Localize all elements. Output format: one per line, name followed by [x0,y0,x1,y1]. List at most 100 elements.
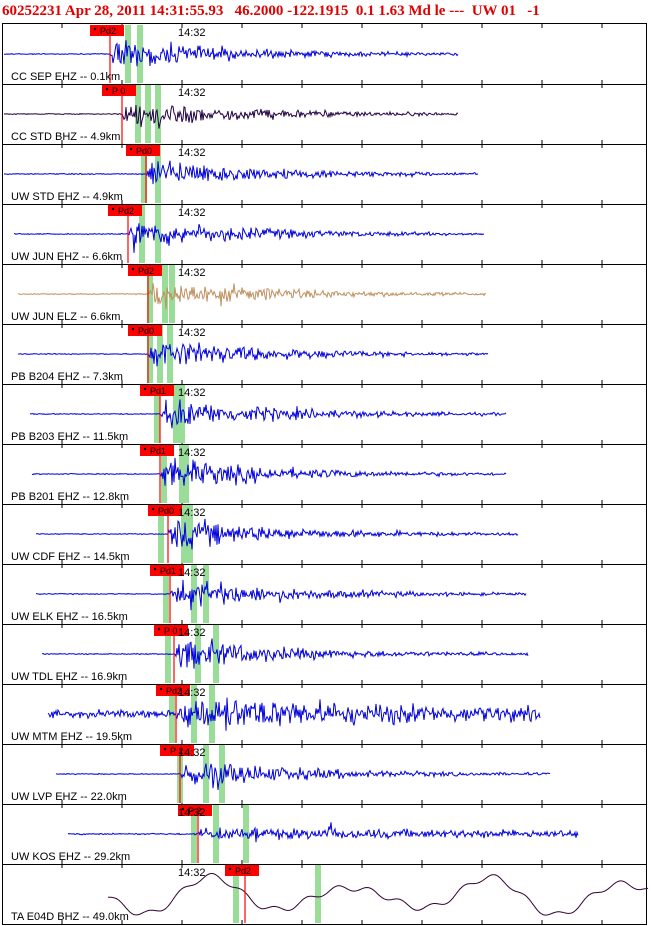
pick-flag[interactable] [140,445,174,456]
waveform-trace [31,457,507,486]
trace-row[interactable]: P 0 14:32 CC STD BHZ -- 4.9km [3,84,646,144]
pick-flag[interactable] [126,145,160,156]
trace-row[interactable]: P 0 14:32 UW TDL EHZ -- 16.9km [3,624,646,684]
station-label: CC STD BHZ -- 4.9km [11,131,120,143]
pick-flag[interactable] [128,325,162,336]
pick-label: Pd0 [136,146,152,156]
phase-window-marker [233,865,239,923]
pick-flag[interactable] [178,805,212,816]
time-mark-label: 14:32 [178,207,206,219]
pick-flag-dot [151,507,155,511]
station-label: UW MTM EHZ -- 19.5km [11,731,132,743]
pick-label: Pd2 [118,206,134,216]
phase-window-marker [203,745,209,803]
trace-row[interactable]: Pd1 14:32 UW ELK EHZ -- 16.5km [3,564,646,624]
pick-flag-dot [143,387,147,391]
phase-window-marker [139,205,145,263]
trace-row[interactable]: Pd0 14:32 UW CDF EHZ -- 14.5km [3,504,646,564]
pick-label: P 2 [170,746,183,756]
pick-flag-dot [131,327,135,331]
station-label: PB B204 EHZ -- 7.3km [11,371,123,383]
pick-flag[interactable] [148,505,182,516]
waveform-trace [55,763,551,790]
pick-label: Pd0 [138,326,154,336]
time-mark-label: 14:32 [178,507,206,519]
pick-flag[interactable] [156,685,190,696]
pick-flag-dot [163,747,167,751]
time-mark-label: 14:32 [178,807,206,819]
pick-flag-dot [181,807,185,811]
waveform-trace [67,822,579,843]
pick-flag[interactable] [150,565,184,576]
phase-window-marker [173,385,179,443]
pick-flag[interactable] [90,25,124,36]
station-label: UW STD EHZ -- 4.9km [11,191,123,203]
pick-flag-dot [105,87,109,91]
trace-row[interactable]: Pd1 14:32 PB B201 EHZ -- 12.8km [3,444,646,504]
phase-window-marker [125,25,131,83]
pick-label: P 2 [188,806,201,816]
pick-label: Pd2 [235,866,251,876]
phase-window-marker [167,325,173,383]
waveform-trace [35,579,527,611]
time-mark-label: 14:32 [178,747,206,759]
pick-label: Pd1 [160,566,176,576]
station-label: PB B201 EHZ -- 12.8km [11,491,129,503]
pick-flag[interactable] [102,85,136,96]
pick-flag[interactable] [108,205,142,216]
phase-window-marker [137,25,143,83]
trace-row[interactable]: Pd0 14:32 UW STD EHZ -- 4.9km [3,144,646,204]
pick-flag-dot [228,867,232,871]
pick-flag[interactable] [225,865,259,876]
phase-window-marker [179,445,185,503]
trace-row[interactable]: Pd2 14:32 TA E04D BHZ -- 49.0km [3,864,648,924]
waveform-trace [18,283,487,310]
phase-window-marker [169,265,175,323]
waveform-trace [17,342,489,367]
phase-window-marker [155,85,161,143]
station-label: UW KOS EHZ -- 29.2km [11,851,130,863]
trace-row[interactable]: P 214:32 UW KOS EHZ -- 29.2km [3,804,646,864]
pick-flag-dot [143,447,147,451]
phase-window-marker [147,265,153,323]
waveform-trace [107,873,648,916]
time-mark-label: 14:32 [178,567,206,579]
phase-window-marker [155,205,161,263]
time-mark-label: 14:32 [178,387,206,399]
phase-window-marker [243,805,249,863]
phase-window-marker [315,865,321,923]
pick-flag-dot [111,207,115,211]
station-label: CC SEP EHZ -- 0.1km [11,71,120,83]
phase-window-marker [219,745,225,803]
trace-row[interactable]: Pd2 14:32 UW JUN EHZ -- 6.6km [3,204,646,264]
station-label: UW CDF EHZ -- 14.5km [11,551,130,563]
pick-label: Pd1 [150,386,166,396]
pick-flag[interactable] [128,265,162,276]
waveform-trace [13,223,485,253]
phase-window-marker [203,565,209,623]
trace-row[interactable]: Pd2 14:32 CC SEP EHZ -- 0.1km [4,24,603,84]
pick-flag[interactable] [160,745,194,756]
time-mark-label: 14:32 [178,327,206,339]
time-mark-label: 14:32 [178,687,206,699]
waveform-trace [3,104,459,129]
time-mark-label: 14:32 [178,627,206,639]
trace-row[interactable]: Pd0 14:32 PB B204 EHZ -- 7.3km [3,324,646,384]
pick-label: Pd2 [138,266,154,276]
time-mark-label: 14:32 [178,867,206,879]
pick-label: Pd0 [158,506,174,516]
pick-flag[interactable] [140,385,174,396]
pick-flag-dot [153,567,157,571]
trace-row[interactable]: Pd2 14:32 UW JUN ELZ -- 6.6km [3,264,646,324]
pick-flag-dot [157,627,161,631]
trace-row[interactable]: Pd1 14:32 PB B203 EHZ -- 11.5km [3,384,646,444]
trace-row[interactable]: P 214:32 UW LVP EHZ -- 22.0km [3,744,646,804]
pick-label: P 0 [164,626,177,636]
station-label: UW ELK EHZ -- 16.5km [11,611,128,623]
phase-window-marker [145,85,151,143]
pick-flag[interactable] [154,625,188,636]
phase-window-marker [183,445,189,503]
waveform-trace [4,40,459,67]
time-mark-label: 14:32 [178,27,206,39]
